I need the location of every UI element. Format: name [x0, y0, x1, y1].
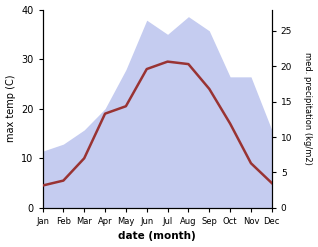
Y-axis label: med. precipitation (kg/m2): med. precipitation (kg/m2): [303, 52, 313, 165]
X-axis label: date (month): date (month): [118, 231, 196, 242]
Y-axis label: max temp (C): max temp (C): [5, 75, 16, 143]
